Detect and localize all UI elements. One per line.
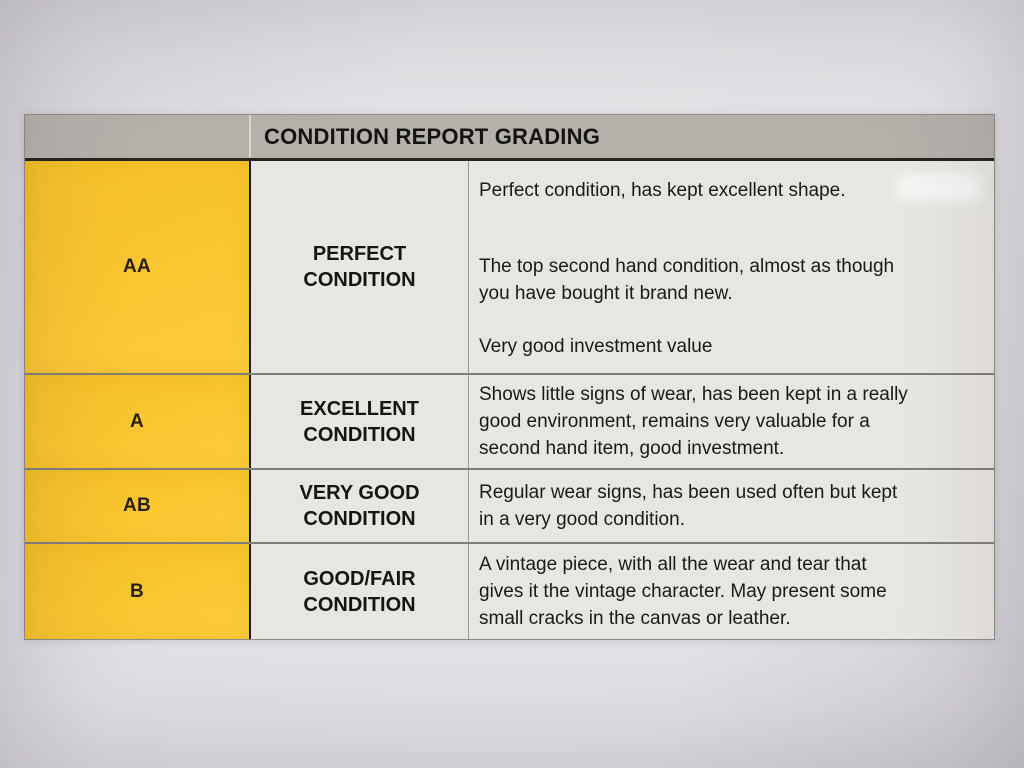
table-row-aa: AA PERFECT CONDITION Perfect condition, … bbox=[25, 161, 994, 373]
grade-cell: A bbox=[25, 375, 251, 468]
grade-cell: AB bbox=[25, 470, 251, 542]
table-row-b: B GOOD/FAIR CONDITION A vintage piece, w… bbox=[25, 542, 994, 639]
condition-cell: PERFECT CONDITION bbox=[251, 161, 469, 373]
description-cell: Regular wear signs, has been used often … bbox=[469, 470, 994, 542]
whiteout-smudge bbox=[896, 173, 982, 201]
header-spacer-cell bbox=[25, 115, 251, 158]
table-row-a: A EXCELLENT CONDITION Shows little signs… bbox=[25, 373, 994, 468]
condition-grading-table: CONDITION REPORT GRADING AA PERFECT COND… bbox=[24, 114, 995, 640]
table-header-row: CONDITION REPORT GRADING bbox=[25, 115, 994, 161]
description-paragraph: Perfect condition, has kept excellent sh… bbox=[479, 180, 846, 201]
description-cell: Perfect condition, has kept excellent sh… bbox=[469, 161, 994, 373]
description-cell: Shows little signs of wear, has been kep… bbox=[469, 375, 994, 468]
description-paragraph: A vintage piece, with all the wear and t… bbox=[479, 554, 887, 629]
grade-cell: AA bbox=[25, 161, 251, 373]
description-paragraph: Shows little signs of wear, has been kep… bbox=[479, 384, 908, 459]
condition-cell: GOOD/FAIR CONDITION bbox=[251, 544, 469, 639]
description-paragraph: The top second hand condition, almost as… bbox=[479, 256, 895, 304]
condition-cell: VERY GOOD CONDITION bbox=[251, 470, 469, 542]
table-row-ab: AB VERY GOOD CONDITION Regular wear sign… bbox=[25, 468, 994, 542]
description-paragraph: Regular wear signs, has been used often … bbox=[479, 482, 898, 530]
description-paragraph: Very good investment value bbox=[479, 336, 713, 357]
condition-cell: EXCELLENT CONDITION bbox=[251, 375, 469, 468]
description-cell: A vintage piece, with all the wear and t… bbox=[469, 544, 994, 639]
table-title: CONDITION REPORT GRADING bbox=[264, 123, 601, 149]
grade-cell: B bbox=[25, 544, 251, 639]
